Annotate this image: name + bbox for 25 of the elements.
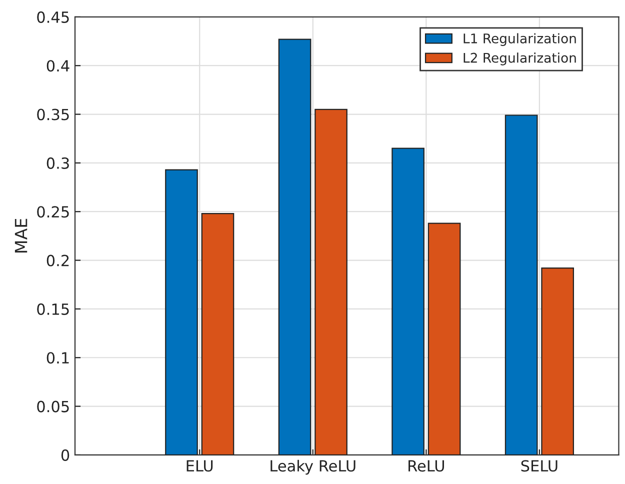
- legend-label: L2 Regularization: [464, 52, 576, 66]
- bar: [428, 222, 461, 455]
- y-tick-label: 0.4: [46, 60, 70, 72]
- bar: [314, 108, 348, 455]
- bar: [504, 114, 538, 455]
- y-tick-label: 0.35: [37, 108, 69, 120]
- bar: [201, 213, 234, 455]
- y-tick-label: 0: [61, 449, 70, 461]
- bar: [278, 38, 312, 455]
- y-tick-label: 0.15: [37, 303, 69, 315]
- y-tick-label: 0.45: [37, 11, 69, 23]
- bar: [392, 148, 424, 455]
- x-tick-label: SELU: [521, 460, 558, 472]
- x-tick-label: ELU: [186, 460, 213, 472]
- x-tick-label: ReLU: [408, 460, 444, 472]
- bar: [541, 268, 574, 455]
- y-tick-label: 0.2: [46, 254, 69, 266]
- y-axis-title: MAE: [14, 218, 28, 252]
- bar: [165, 169, 198, 455]
- legend-label: L1 Regularization: [464, 33, 576, 46]
- y-tick-label: 0.1: [46, 352, 69, 364]
- y-tick-label: 0.3: [46, 157, 69, 169]
- y-tick-label: 0.25: [37, 206, 69, 218]
- y-tick-label: 0.05: [37, 400, 69, 412]
- x-tick-label: Leaky ReLU: [270, 460, 356, 475]
